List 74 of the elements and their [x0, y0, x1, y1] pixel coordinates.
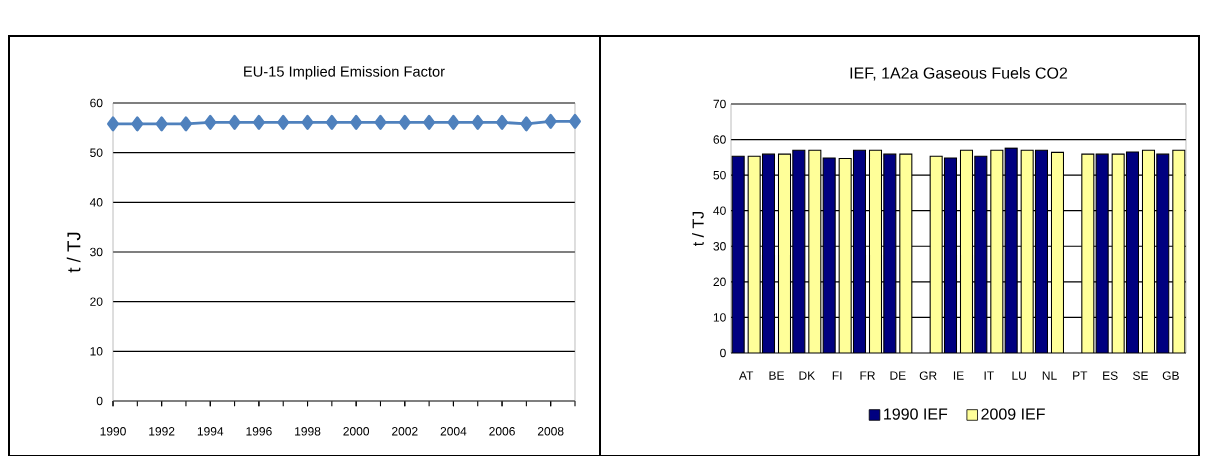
bar [883, 153, 897, 353]
y-tick-label: 30 [90, 247, 103, 257]
y-tick-label: 0 [96, 396, 103, 406]
x-tick-label: 1996 [246, 427, 272, 436]
x-tick-label: LU [1012, 371, 1026, 380]
bar [1004, 147, 1018, 353]
x-tick-label: 2002 [392, 427, 418, 436]
bar [1050, 151, 1065, 353]
y-tick-label: 40 [713, 206, 726, 215]
bar [1172, 149, 1186, 353]
x-tick-label: ES [1103, 371, 1118, 380]
bar [974, 155, 988, 353]
bar [1111, 153, 1125, 353]
x-tick-label: 1992 [149, 427, 175, 436]
x-tick-label: 1998 [295, 427, 321, 436]
x-tick-label: 2008 [537, 427, 564, 436]
bar [929, 155, 943, 353]
x-tick-label: 1990 [100, 427, 126, 436]
y-axis-title: t / TJ [692, 211, 704, 247]
bar [868, 149, 883, 353]
bar [792, 149, 806, 353]
y-tick-label: 70 [713, 99, 726, 109]
x-tick-label: 1994 [197, 427, 224, 436]
x-tick-label: 2000 [343, 427, 370, 436]
chart-title: IEF, 1A2a Gaseous Fuels CO2 [850, 66, 1068, 81]
x-tick-label: NL [1042, 371, 1057, 380]
x-tick-label: DE [890, 371, 906, 380]
x-tick-label: SE [1133, 371, 1148, 380]
bar [777, 153, 792, 353]
x-tick-label: BE [769, 371, 784, 380]
x-tick-label: GR [919, 371, 937, 380]
x-tick-label: DK [799, 371, 816, 380]
bar [761, 153, 776, 353]
y-axis-title: t / TJ [66, 232, 81, 273]
bar [959, 149, 974, 353]
bar [852, 149, 867, 353]
bar [1156, 153, 1170, 353]
x-tick-label: AT [738, 371, 754, 380]
y-tick-label: 10 [90, 347, 103, 356]
bar [808, 149, 822, 353]
y-tick-label: 10 [713, 313, 726, 322]
y-tick-label: 40 [89, 198, 103, 207]
x-tick-label: 2006 [489, 427, 515, 436]
bar [990, 149, 1004, 353]
bar [1095, 153, 1109, 353]
legend-label: 1990 IEF [884, 408, 948, 420]
bar [822, 157, 836, 353]
bar [1081, 153, 1095, 353]
y-tick-label: 60 [90, 98, 103, 108]
bar [899, 153, 913, 353]
x-tick-label: PT [1073, 371, 1088, 380]
x-tick-label: 2004 [440, 427, 467, 436]
y-tick-label: 60 [713, 135, 726, 144]
legend-label: 2009 IEF [981, 408, 1045, 420]
x-tick-label: FR [860, 371, 875, 380]
bar [838, 157, 852, 353]
bar [732, 156, 745, 353]
y-tick-label: 20 [713, 277, 726, 287]
x-tick-label: IT [984, 371, 994, 380]
y-tick-label: 20 [90, 297, 103, 306]
bar [1020, 149, 1034, 353]
x-tick-label: FI [832, 371, 842, 380]
y-tick-label: 50 [90, 148, 103, 157]
chart-title: EU-15 Implied Emission Factor [244, 65, 445, 80]
y-tick-label: 0 [720, 348, 726, 358]
bar [747, 155, 761, 353]
x-tick-label: IE [953, 371, 964, 380]
bar [1125, 151, 1140, 353]
bar [1141, 149, 1156, 353]
y-tick-label: 50 [713, 170, 726, 180]
x-tick-label: GB [1162, 371, 1179, 380]
bar [943, 157, 958, 353]
y-tick-label: 30 [713, 242, 726, 251]
bar [1034, 149, 1049, 353]
